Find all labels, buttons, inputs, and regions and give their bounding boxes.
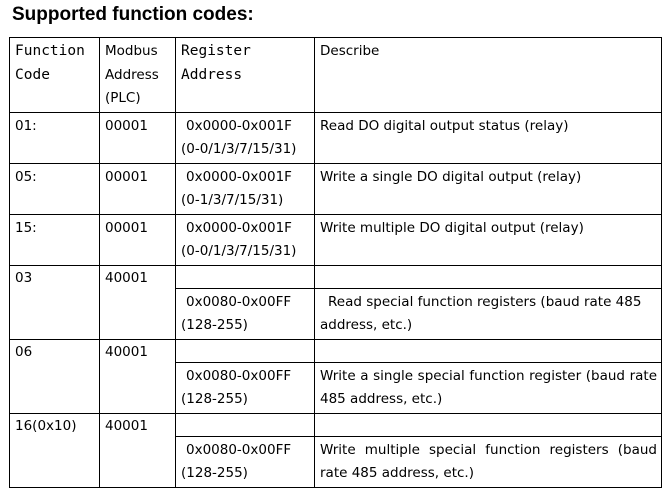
section-title: Supported function codes: xyxy=(12,4,254,25)
header-modbus-address-line1: Modbus xyxy=(105,43,158,59)
modbus-address-cell: 00001 xyxy=(99,111,176,164)
modbus-address-cell: 00001 xyxy=(99,162,176,215)
register-range: 0x0000-0x001F xyxy=(186,168,292,185)
register-address-cell: 0x0080-0x00FF (128-255) xyxy=(175,361,315,414)
function-code-cell: 01: xyxy=(9,111,100,164)
register-range-decimal: (128-255) xyxy=(181,317,248,333)
describe-cell: Read special function registers (baud ra… xyxy=(314,287,662,340)
register-address-cell: 0x0000-0x001F (0-1/3/7/15/31) xyxy=(175,162,315,215)
register-range: 0x0000-0x001F xyxy=(186,219,292,236)
function-code-cell: 06 xyxy=(9,338,100,414)
function-codes-table: Function Code Modbus Address (PLC) Regis… xyxy=(9,37,662,488)
describe-cell: Write multiple special function register… xyxy=(314,435,662,488)
register-range-decimal: (0-0/1/3/7/15/31) xyxy=(181,243,297,259)
describe-cell: Read DO digital output status (relay) xyxy=(314,111,662,164)
register-range: 0x0000-0x001F xyxy=(186,117,292,134)
empty-cell xyxy=(175,412,315,437)
table-row: 03 40001 xyxy=(9,264,662,340)
register-range-decimal: (0-1/3/7/15/31) xyxy=(181,192,284,208)
header-register-address: Register Address xyxy=(175,37,315,113)
register-range: 0x0080-0x00FF xyxy=(186,441,292,458)
empty-cell xyxy=(314,412,662,437)
empty-cell xyxy=(314,264,662,289)
register-range-decimal: (128-255) xyxy=(181,465,248,481)
header-register-address-line1: Register xyxy=(181,43,251,59)
table-row: 0x0080-0x00FF (128-255) Write a single s… xyxy=(10,361,662,414)
modbus-address-cell: 40001 xyxy=(99,338,176,414)
header-modbus-address: Modbus Address (PLC) xyxy=(99,37,176,113)
header-function-code: Function Code xyxy=(9,37,100,113)
modbus-address-cell: 40001 xyxy=(99,264,176,340)
register-address-cell: 0x0080-0x00FF (128-255) xyxy=(175,287,315,340)
table-header-row: Function Code Modbus Address (PLC) Regis… xyxy=(9,37,662,113)
register-range-decimal: (128-255) xyxy=(181,391,248,407)
table-row: 16(0x10) 40001 xyxy=(9,412,662,488)
table-row: 06 40001 xyxy=(9,338,662,414)
table-row: 05: 00001 0x0000-0x001F (0-1/3/7/15/31) … xyxy=(9,162,662,215)
header-describe: Describe xyxy=(314,37,662,113)
header-register-address-line2: Address xyxy=(181,66,243,83)
function-code-cell: 03 xyxy=(9,264,100,340)
describe-cell: Write multiple DO digital output (relay) xyxy=(314,213,662,266)
table-row: 0x0080-0x00FF (128-255) Write multiple s… xyxy=(10,435,662,488)
register-address-cell: 0x0000-0x001F (0-0/1/3/7/15/31) xyxy=(175,213,315,266)
function-code-cell: 05: xyxy=(9,162,100,215)
function-code-cell: 16(0x10) xyxy=(9,412,100,488)
table-row: 15: 00001 0x0000-0x001F (0-0/1/3/7/15/31… xyxy=(9,213,662,266)
empty-cell xyxy=(175,264,315,289)
register-range: 0x0080-0x00FF xyxy=(186,367,292,384)
table-row: 01: 00001 0x0000-0x001F (0-0/1/3/7/15/31… xyxy=(9,111,662,164)
register-address-cell: 0x0000-0x001F (0-0/1/3/7/15/31) xyxy=(175,111,315,164)
header-modbus-address-line3: (PLC) xyxy=(105,90,141,106)
empty-cell xyxy=(314,338,662,363)
describe-cell: Write a single special function register… xyxy=(314,361,662,414)
function-code-cell: 15: xyxy=(9,213,100,266)
register-range-decimal: (0-0/1/3/7/15/31) xyxy=(181,141,297,157)
header-function-code-line1: Function xyxy=(15,43,85,59)
modbus-address-cell: 40001 xyxy=(99,412,176,488)
table-row: 0x0080-0x00FF (128-255) Read special fun… xyxy=(10,287,662,340)
empty-cell xyxy=(175,338,315,363)
modbus-address-cell: 00001 xyxy=(99,213,176,266)
header-modbus-address-line2: Address xyxy=(105,66,159,83)
register-range: 0x0080-0x00FF xyxy=(186,293,292,310)
register-address-cell: 0x0080-0x00FF (128-255) xyxy=(175,435,315,488)
describe-cell: Write a single DO digital output (relay) xyxy=(314,162,662,215)
header-function-code-line2: Code xyxy=(15,66,50,83)
